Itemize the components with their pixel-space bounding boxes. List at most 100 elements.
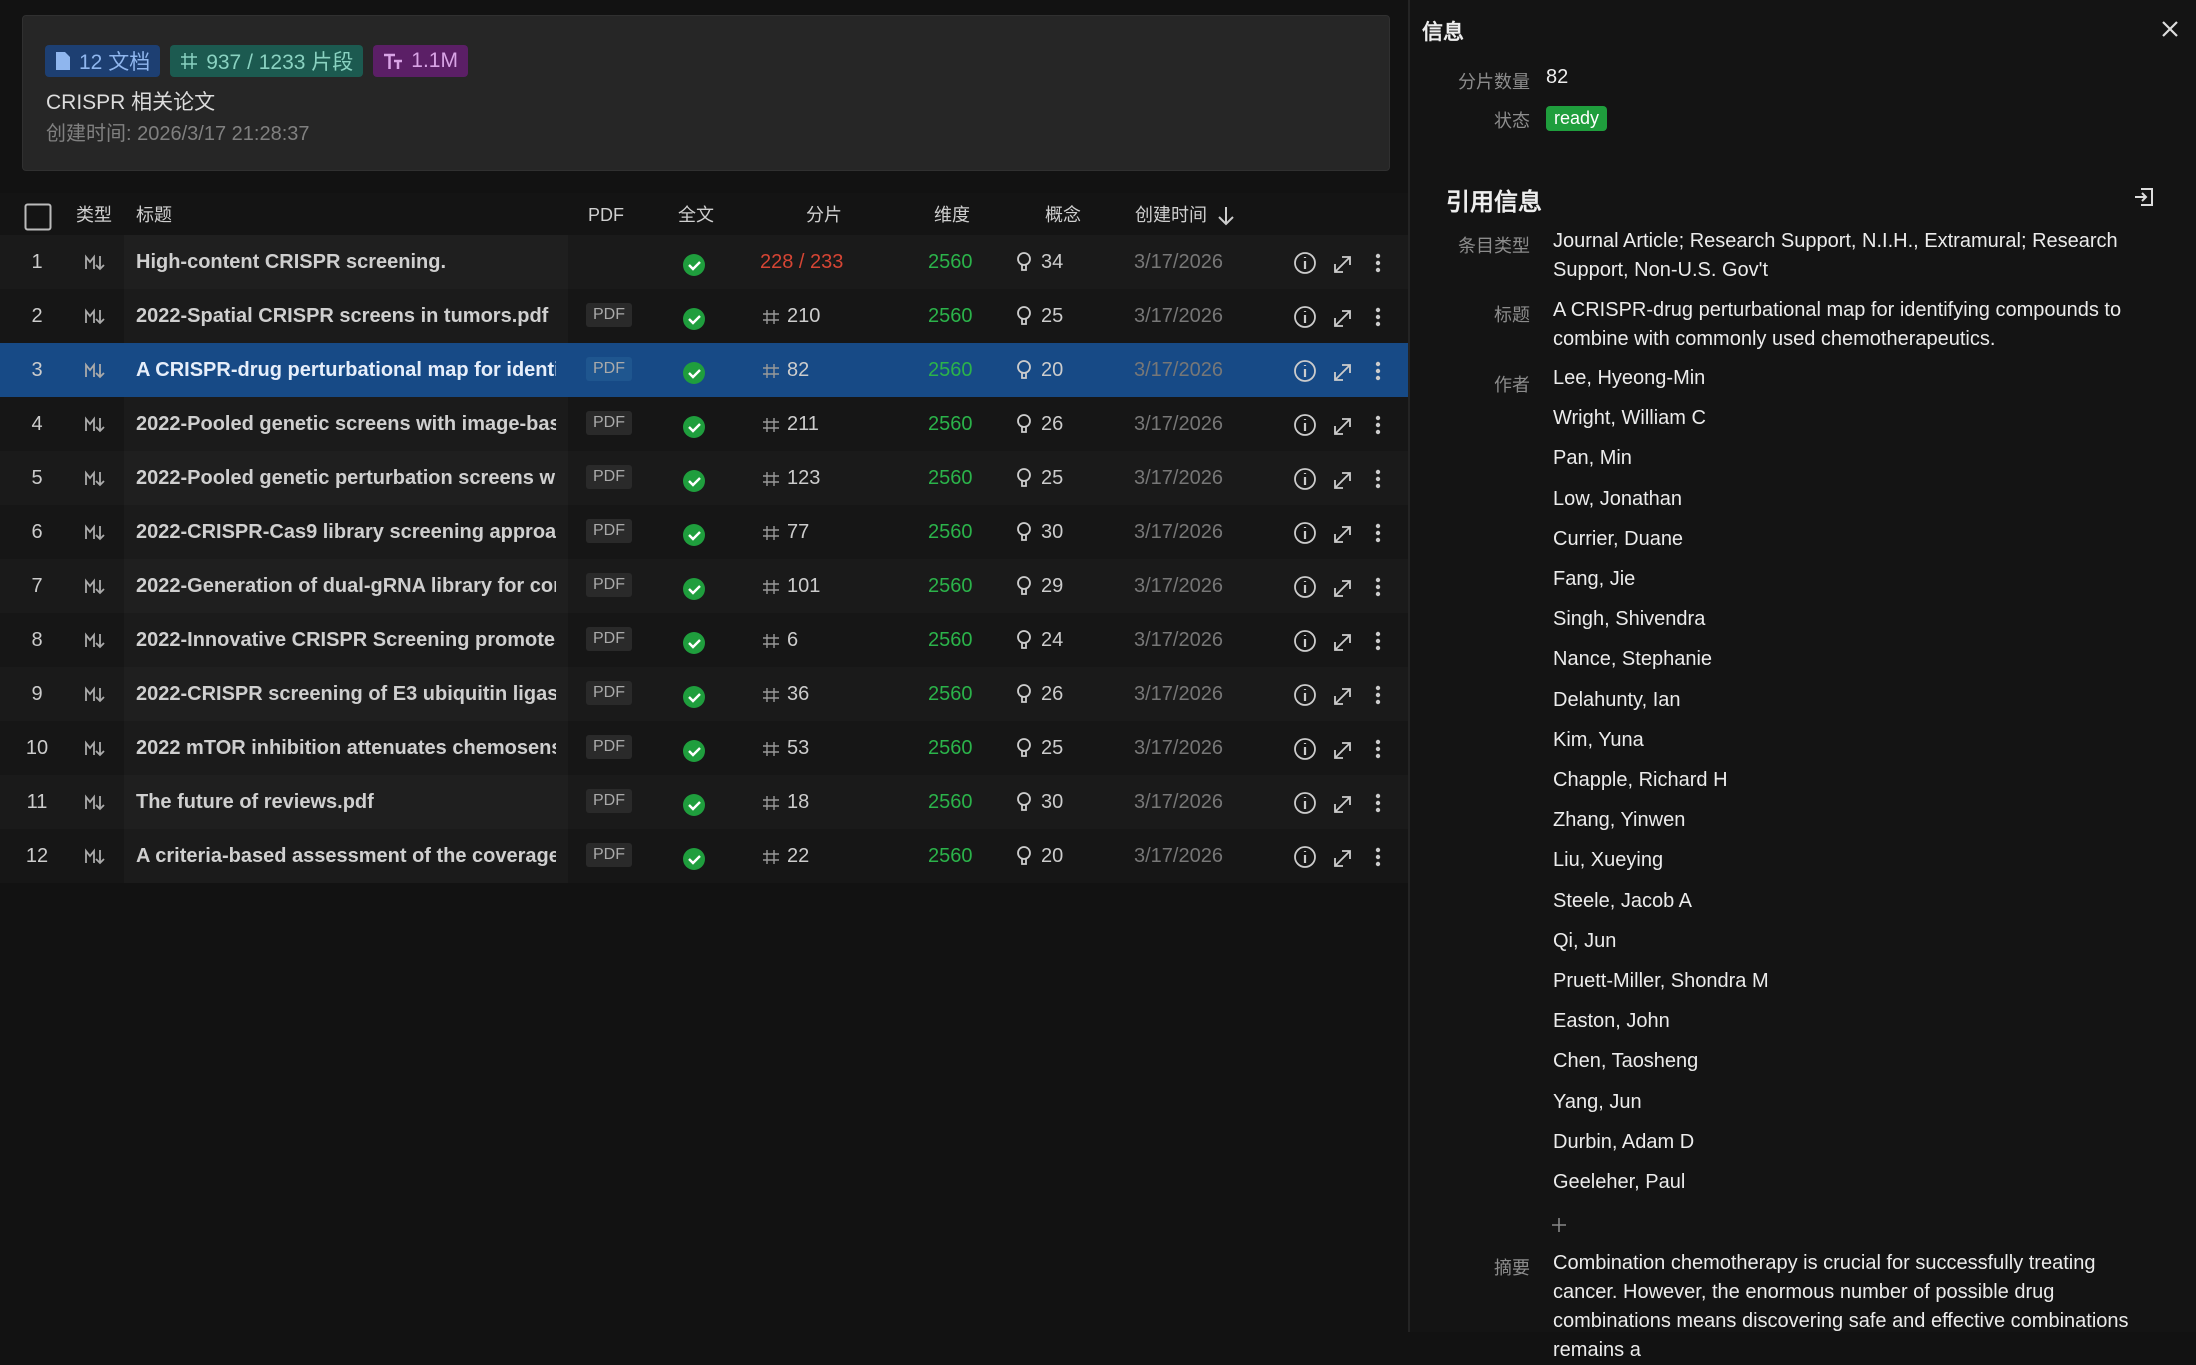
info-button[interactable] [1293,397,1317,451]
info-button[interactable] [1293,667,1317,721]
pdf-tag[interactable]: PDF [586,465,632,489]
row-title[interactable]: The future of reviews.pdf [136,791,374,813]
more-button[interactable] [1372,775,1384,829]
table-row[interactable]: 11 The future of reviews.pdf PDF 18 2560 30 3/… [0,775,1408,829]
row-title[interactable]: 2022 mTOR inhibition attenuates chemosen… [136,737,556,759]
open-button[interactable] [1331,829,1353,883]
row-title[interactable]: High-content CRISPR screening. [136,251,447,273]
row-title[interactable]: A CRISPR-drug perturbational map for ide… [136,359,556,381]
row-title[interactable]: 2022-Innovative CRISPR Screening promote… [136,629,556,651]
more-button[interactable] [1372,613,1384,667]
table-row[interactable]: 1 High-content CRISPR screening. 228 / 233… [0,235,1408,289]
open-button[interactable] [1331,559,1353,613]
more-button[interactable] [1372,397,1384,451]
info-button[interactable] [1293,775,1317,829]
more-button[interactable] [1372,721,1384,775]
pdf-tag[interactable]: PDF [586,843,632,867]
table-row[interactable]: 9 2022-CRISPR screening of E3 ubiquitin l… [0,667,1408,721]
table-row[interactable]: 12 A criteria-based assessment of the cov… [0,829,1408,883]
more-button[interactable] [1372,343,1384,397]
table-row[interactable]: 5 2022-Pooled genetic perturbation screen… [0,451,1408,505]
table-row[interactable]: 7 2022-Generation of dual-gRNA library fo… [0,559,1408,613]
table-row[interactable]: 8 2022-Innovative CRISPR Screening promot… [0,613,1408,667]
open-button[interactable] [1331,235,1353,289]
open-button[interactable] [1331,397,1353,451]
table-row[interactable]: 2 2022-Spatial CRISPR screens in tumors.p… [0,289,1408,343]
concept-icon [1016,451,1032,505]
close-button[interactable] [2160,19,2180,39]
info-button[interactable] [1293,505,1317,559]
info-button[interactable] [1293,235,1317,289]
fulltext-ok [682,289,706,343]
chunk-icon [762,829,780,883]
info-button[interactable] [1293,559,1317,613]
more-button[interactable] [1372,667,1384,721]
info-button[interactable] [1293,829,1317,883]
open-button[interactable] [1331,667,1353,721]
open-button[interactable] [1331,721,1353,775]
chunk-icon [762,451,780,505]
more-button[interactable] [1372,451,1384,505]
kb-created: 创建时间: 2026/3/17 21:28:37 [46,123,310,145]
info-button[interactable] [1293,613,1317,667]
pdf-tag[interactable]: PDF [586,357,632,381]
text-icon [384,53,403,69]
author-name: Chen, Taosheng [1553,1050,1699,1073]
more-button[interactable] [1372,505,1384,559]
open-button[interactable] [1331,505,1353,559]
title-cell-bg [124,397,568,451]
row-title[interactable]: 2022-CRISPR screening of E3 ubiquitin li… [136,683,556,705]
author-name: Easton, John [1553,1010,1670,1033]
more-button[interactable] [1372,559,1384,613]
concept-icon-svg [1017,683,1031,703]
column-header: 分片 [806,205,842,225]
info-button-svg [1294,521,1316,544]
open-button[interactable] [1331,775,1353,829]
pdf-tag[interactable]: PDF [586,303,632,327]
chunk-icon-svg [763,687,779,702]
chunk-icon [762,343,780,397]
open-button[interactable] [1331,613,1353,667]
open-button[interactable] [1331,451,1353,505]
table-row[interactable]: 4 2022-Pooled genetic screens with image-… [0,397,1408,451]
add-author-button[interactable] [1551,1217,1567,1233]
export-icon[interactable] [2133,186,2155,208]
md-icon-svg [85,686,105,702]
info-button[interactable] [1293,721,1317,775]
pdf-tag[interactable]: PDF [586,627,632,651]
column-header: 创建时间 [1135,205,1207,225]
concept-icon-svg [1017,305,1031,325]
row-title[interactable]: 2022-Spatial CRISPR screens in tumors.pd… [136,305,549,327]
more-button[interactable] [1372,289,1384,343]
pdf-tag[interactable]: PDF [586,681,632,705]
fulltext-ok-svg [683,685,705,708]
fulltext-ok-svg [683,577,705,600]
row-title[interactable]: 2022-Pooled genetic perturbation screens… [136,467,556,489]
info-button[interactable] [1293,289,1317,343]
row-title[interactable]: 2022-Generation of dual-gRNA library for… [136,575,556,597]
chunk-icon-svg [763,525,779,540]
column-header: 全文 [678,205,714,225]
more-button[interactable] [1372,829,1384,883]
open-button[interactable] [1331,289,1353,343]
row-title[interactable]: 2022-CRISPR-Cas9 library screening appro… [136,521,556,543]
table-row[interactable]: 10 2022 mTOR inhibition attenuates chemos… [0,721,1408,775]
info-button[interactable] [1293,451,1317,505]
pdf-tag[interactable]: PDF [586,789,632,813]
pdf-tag[interactable]: PDF [586,573,632,597]
info-button[interactable] [1293,343,1317,397]
md-icon [84,289,106,343]
open-button[interactable] [1331,343,1353,397]
author-name: Qi, Jun [1553,929,1617,952]
md-icon [84,343,106,397]
more-button[interactable] [1372,235,1384,289]
sort-icon[interactable] [1216,205,1236,227]
row-title[interactable]: 2022-Pooled genetic screens with image-b… [136,413,556,435]
pdf-tag[interactable]: PDF [586,411,632,435]
row-title[interactable]: A criteria-based assessment of the cover… [136,845,556,867]
select-all-checkbox[interactable] [24,203,52,231]
pdf-tag[interactable]: PDF [586,735,632,759]
table-row[interactable]: 3 A CRISPR-drug perturbational map for id… [0,343,1408,397]
pdf-tag[interactable]: PDF [586,519,632,543]
table-row[interactable]: 6 2022-CRISPR-Cas9 library screening appr… [0,505,1408,559]
